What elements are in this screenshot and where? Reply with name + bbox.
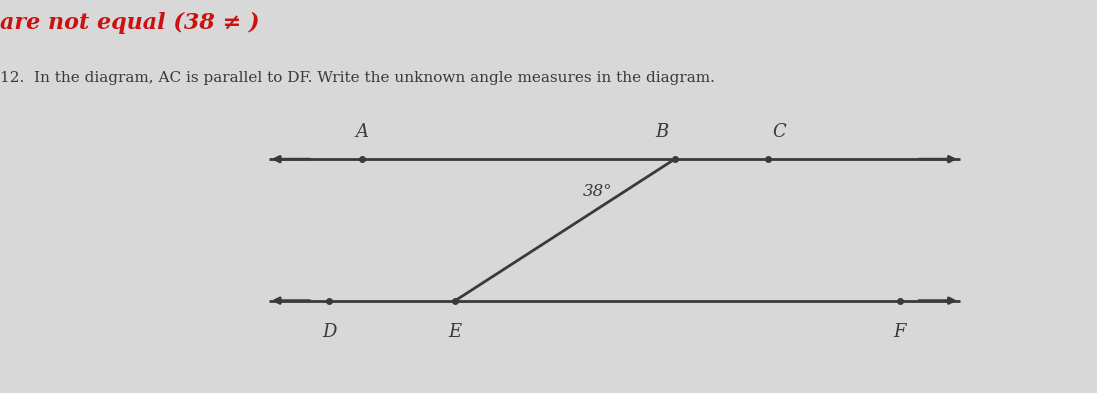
- Text: 38°: 38°: [583, 183, 613, 200]
- Text: are not equal (38 ≠ ): are not equal (38 ≠ ): [0, 12, 260, 34]
- Text: 12.  In the diagram, AC is parallel to DF. Write the unknown angle measures in t: 12. In the diagram, AC is parallel to DF…: [0, 71, 715, 85]
- Text: E: E: [449, 323, 462, 341]
- Text: B: B: [655, 123, 668, 141]
- Text: C: C: [772, 123, 785, 141]
- Text: A: A: [355, 123, 369, 141]
- Text: D: D: [321, 323, 337, 341]
- Text: F: F: [893, 323, 906, 341]
